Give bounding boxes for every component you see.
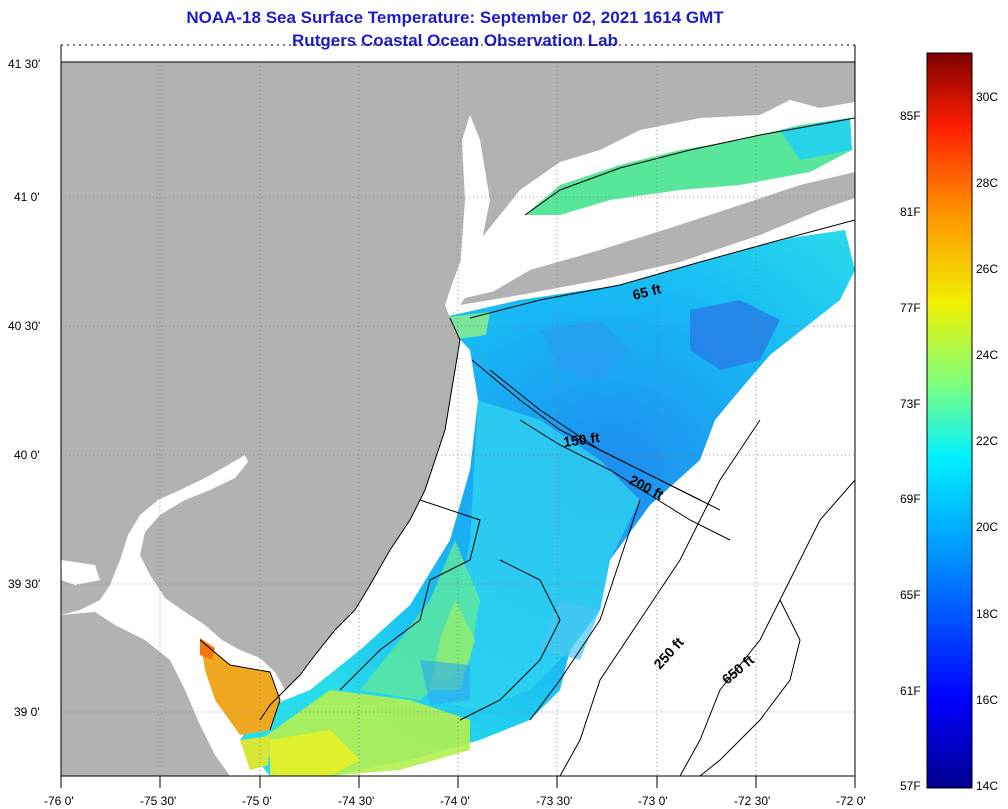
lat-label: 39 0' [14,705,40,719]
cloud-mask [61,115,855,776]
colorbar-c-label: 16C [976,693,998,707]
graticule [61,62,855,776]
lat-label: 41 30' [8,57,40,71]
axis-ticks [60,44,856,788]
colorbar-f-label: 69F [900,492,921,506]
lon-label: -72 30' [734,794,770,808]
colorbar: 85F 81F 77F 73F 69F 65F 61F 57F 30C 28C … [900,52,998,793]
lat-label: 41 0' [14,190,40,204]
colorbar-f-label: 81F [900,205,921,219]
colorbar-f-label: 57F [900,779,921,793]
colorbar-c-label: 14C [976,779,998,793]
lat-label: 39 30' [8,577,40,591]
sound-sst [525,118,852,215]
colorbar-f-label: 77F [900,301,921,315]
colorbar-c-label: 26C [976,262,998,276]
colorbar-f-label: 85F [900,109,921,123]
latitude-labels: 41 30' 41 0' 40 30' 40 0' 39 30' 39 0' [8,57,40,719]
lon-label: -74 0' [440,794,470,808]
landmass [61,62,855,776]
colorbar-c-label: 18C [976,607,998,621]
lat-label: 40 0' [14,448,40,462]
colorbar-c-label: 22C [976,434,998,448]
colorbar-f-label: 65F [900,588,921,602]
lon-label: -73 0' [638,794,668,808]
colorbar-c-label: 30C [976,90,998,104]
lat-label: 40 30' [8,319,40,333]
lon-label: -75 0' [242,794,272,808]
colorbar-gradient [926,52,973,789]
colorbar-c-label: 24C [976,348,998,362]
bathymetry-contours [199,117,855,776]
map-title: NOAA-18 Sea Surface Temperature: Septemb… [186,8,724,27]
lon-label: -75 30' [140,794,176,808]
colorbar-c-label: 20C [976,520,998,534]
lon-label: -76 0' [44,794,74,808]
lon-label: -74 30' [338,794,374,808]
colorbar-f-label: 61F [900,684,921,698]
longitude-labels: -76 0' -75 30' -75 0' -74 30' -74 0' -73… [44,794,866,808]
contour-label-65ft: 65 ft [631,280,663,303]
lon-label: -72 0' [836,794,866,808]
colorbar-c-label: 28C [976,176,998,190]
delaware-bay-sst [200,640,280,735]
contour-label-150ft: 150 ft [562,429,601,450]
colorbar-f-label: 73F [900,397,921,411]
lon-label: -73 30' [536,794,572,808]
